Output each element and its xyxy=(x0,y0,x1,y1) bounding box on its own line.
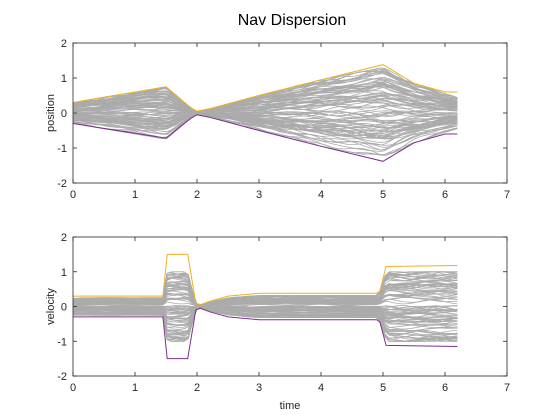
velocity-x-tick-label: 3 xyxy=(256,382,262,394)
position-sample-trace xyxy=(72,113,458,139)
velocity-y-tick-label: 0 xyxy=(61,302,67,314)
position-y-tick-label: 1 xyxy=(61,73,67,85)
velocity-sample-trace xyxy=(72,281,458,306)
velocity-x-tick-label: 2 xyxy=(194,382,200,394)
velocity-x-tick-label: 7 xyxy=(504,382,510,394)
position-sample-trace xyxy=(72,113,458,151)
position-sample-trace xyxy=(72,113,458,143)
position-y-axis-label: position xyxy=(45,94,57,132)
position-sample-traces xyxy=(72,67,458,156)
velocity-y-tick-label: -2 xyxy=(57,371,67,383)
velocity-y-axis-label: velocity xyxy=(45,288,57,325)
position-x-tick-label: 6 xyxy=(442,189,448,201)
velocity-sample-trace xyxy=(72,294,458,307)
position-x-tick-label: 1 xyxy=(132,189,138,201)
position-x-tick-label: 0 xyxy=(70,189,76,201)
position-y-tick-label: 0 xyxy=(61,108,67,120)
position-sample-trace xyxy=(72,85,458,113)
velocity-sample-trace xyxy=(72,306,458,315)
velocity-sample-trace xyxy=(72,271,458,305)
velocity-sample-trace xyxy=(72,308,458,342)
position-x-tick-label: 7 xyxy=(504,189,510,201)
position-sample-trace xyxy=(72,111,458,118)
position-y-tick-label: 2 xyxy=(61,38,67,50)
position-y-tick-label: -1 xyxy=(57,143,67,155)
velocity-y-tick-label: -1 xyxy=(57,336,67,348)
velocity-sample-trace xyxy=(73,289,458,307)
velocity-x-tick-label: 6 xyxy=(442,382,448,394)
velocity-sample-trace xyxy=(72,275,458,306)
position-sample-trace xyxy=(72,113,458,129)
position-x-tick-label: 2 xyxy=(194,189,200,201)
velocity-sample-trace xyxy=(72,274,458,306)
velocity-x-tick-label: 0 xyxy=(70,382,76,394)
position-y-tick-label: -2 xyxy=(57,178,67,190)
velocity-lower-bound-line xyxy=(73,307,458,360)
velocity-x-tick-label: 4 xyxy=(318,382,324,394)
position-sample-trace xyxy=(72,113,458,148)
velocity-upper-bound-line xyxy=(73,253,458,306)
velocity-sample-trace xyxy=(72,307,458,336)
position-sample-trace xyxy=(73,100,458,114)
position-x-tick-label: 4 xyxy=(318,189,324,201)
position-sample-trace xyxy=(72,71,458,112)
position-sample-trace xyxy=(72,110,458,116)
position-axes: 0 1 2 3 4 5 6 7 -2 -1 0 1 2 position xyxy=(45,38,510,201)
position-sample-trace xyxy=(72,114,458,156)
position-upper-bound-line xyxy=(72,64,458,112)
velocity-sample-trace xyxy=(72,305,458,311)
velocity-x-axis-label: time xyxy=(280,400,301,412)
velocity-sample-trace xyxy=(72,306,458,321)
velocity-x-tick-label: 5 xyxy=(380,382,386,394)
velocity-sample-trace xyxy=(72,307,458,326)
position-sample-trace xyxy=(72,92,458,113)
position-sample-trace xyxy=(72,113,458,124)
position-x-tick-label: 3 xyxy=(256,189,262,201)
position-lower-bound-line xyxy=(72,114,458,162)
chart-title: Nav Dispersion xyxy=(238,12,346,29)
position-x-tick-label: 5 xyxy=(380,189,386,201)
position-sample-trace xyxy=(72,113,458,131)
velocity-sample-traces xyxy=(72,271,458,342)
velocity-x-tick-label: 1 xyxy=(132,382,138,394)
position-sample-trace xyxy=(72,110,458,117)
position-sample-trace xyxy=(73,113,458,134)
position-sample-trace xyxy=(72,81,458,113)
velocity-axes: 0 1 2 3 4 5 6 7 -2 -1 0 1 2 velocity time xyxy=(45,232,510,412)
velocity-y-tick-label: 2 xyxy=(61,232,67,244)
velocity-y-tick-label: 1 xyxy=(61,267,67,279)
